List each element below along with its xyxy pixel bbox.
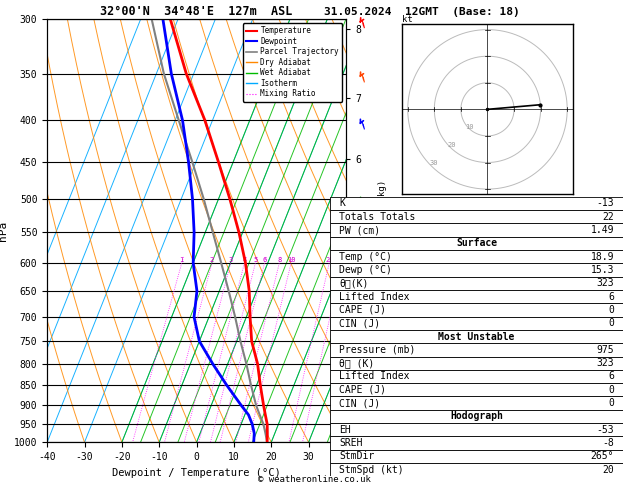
Bar xyxy=(330,224,623,237)
Text: 18.9: 18.9 xyxy=(591,252,614,262)
Text: 265°: 265° xyxy=(591,451,614,461)
Bar xyxy=(330,343,623,357)
Bar xyxy=(330,197,623,210)
Bar xyxy=(330,210,623,224)
Bar xyxy=(330,290,623,303)
Text: 31.05.2024  12GMT  (Base: 18): 31.05.2024 12GMT (Base: 18) xyxy=(324,7,520,17)
Text: 4: 4 xyxy=(242,257,247,263)
Bar xyxy=(330,330,623,343)
Text: 22: 22 xyxy=(602,212,614,222)
Bar xyxy=(330,237,623,250)
Text: kt: kt xyxy=(403,15,413,24)
Text: CAPE (J): CAPE (J) xyxy=(339,305,386,315)
Bar xyxy=(330,316,623,330)
X-axis label: Dewpoint / Temperature (°C): Dewpoint / Temperature (°C) xyxy=(112,468,281,478)
Text: Lifted Index: Lifted Index xyxy=(339,371,409,382)
Text: 6: 6 xyxy=(262,257,267,263)
Text: 30: 30 xyxy=(430,160,438,166)
Title: 32°00'N  34°48'E  127m  ASL: 32°00'N 34°48'E 127m ASL xyxy=(101,5,292,18)
Text: θᴇ (K): θᴇ (K) xyxy=(339,358,374,368)
Text: StmSpd (kt): StmSpd (kt) xyxy=(339,465,404,475)
Bar xyxy=(330,397,623,410)
Text: 10: 10 xyxy=(465,124,474,130)
Text: EH: EH xyxy=(339,425,351,434)
Text: Dewp (°C): Dewp (°C) xyxy=(339,265,392,275)
Bar xyxy=(330,357,623,370)
Bar xyxy=(330,263,623,277)
Text: -13: -13 xyxy=(596,198,614,208)
Text: 1: 1 xyxy=(180,257,184,263)
Text: LCL: LCL xyxy=(376,423,391,433)
Text: Totals Totals: Totals Totals xyxy=(339,212,415,222)
Text: 323: 323 xyxy=(596,358,614,368)
Text: 20: 20 xyxy=(602,465,614,475)
Text: θᴇ(K): θᴇ(K) xyxy=(339,278,369,288)
Text: Temp (°C): Temp (°C) xyxy=(339,252,392,262)
Legend: Temperature, Dewpoint, Parcel Trajectory, Dry Adiabat, Wet Adiabat, Isotherm, Mi: Temperature, Dewpoint, Parcel Trajectory… xyxy=(243,23,342,102)
Text: 5: 5 xyxy=(253,257,257,263)
Text: © weatheronline.co.uk: © weatheronline.co.uk xyxy=(258,474,371,484)
Bar xyxy=(330,383,623,397)
Text: Hodograph: Hodograph xyxy=(450,411,503,421)
Text: 20: 20 xyxy=(448,142,456,148)
Text: Most Unstable: Most Unstable xyxy=(438,331,515,342)
Text: CAPE (J): CAPE (J) xyxy=(339,385,386,395)
Text: 25: 25 xyxy=(338,257,347,263)
Text: -8: -8 xyxy=(602,438,614,448)
Text: 6: 6 xyxy=(608,371,614,382)
Text: CIN (J): CIN (J) xyxy=(339,398,380,408)
Text: PW (cm): PW (cm) xyxy=(339,225,380,235)
Text: CIN (J): CIN (J) xyxy=(339,318,380,328)
Text: 1.49: 1.49 xyxy=(591,225,614,235)
Bar xyxy=(330,423,623,436)
Text: 0: 0 xyxy=(608,305,614,315)
Text: 20: 20 xyxy=(325,257,333,263)
Text: Mixing Ratio (g/kg): Mixing Ratio (g/kg) xyxy=(377,180,387,282)
Bar xyxy=(330,303,623,316)
Text: Pressure (mb): Pressure (mb) xyxy=(339,345,415,355)
Bar xyxy=(330,277,623,290)
Text: 15.3: 15.3 xyxy=(591,265,614,275)
Text: StmDir: StmDir xyxy=(339,451,374,461)
Text: 0: 0 xyxy=(608,318,614,328)
Text: 10: 10 xyxy=(287,257,296,263)
Text: -53: -53 xyxy=(596,425,614,434)
Bar xyxy=(330,250,623,263)
Text: 2: 2 xyxy=(210,257,214,263)
Bar xyxy=(330,436,623,450)
Text: SREH: SREH xyxy=(339,438,362,448)
Text: 975: 975 xyxy=(596,345,614,355)
Text: Lifted Index: Lifted Index xyxy=(339,292,409,302)
Text: Surface: Surface xyxy=(456,239,497,248)
Text: 0: 0 xyxy=(608,398,614,408)
Bar xyxy=(330,370,623,383)
Bar xyxy=(330,463,623,476)
Y-axis label: km
ASL: km ASL xyxy=(369,211,386,231)
Bar xyxy=(330,410,623,423)
Bar xyxy=(330,450,623,463)
Text: 323: 323 xyxy=(596,278,614,288)
Text: 8: 8 xyxy=(277,257,282,263)
Text: 0: 0 xyxy=(608,385,614,395)
Text: 3: 3 xyxy=(228,257,233,263)
Text: K: K xyxy=(339,198,345,208)
Text: 6: 6 xyxy=(608,292,614,302)
Y-axis label: hPa: hPa xyxy=(0,221,8,241)
